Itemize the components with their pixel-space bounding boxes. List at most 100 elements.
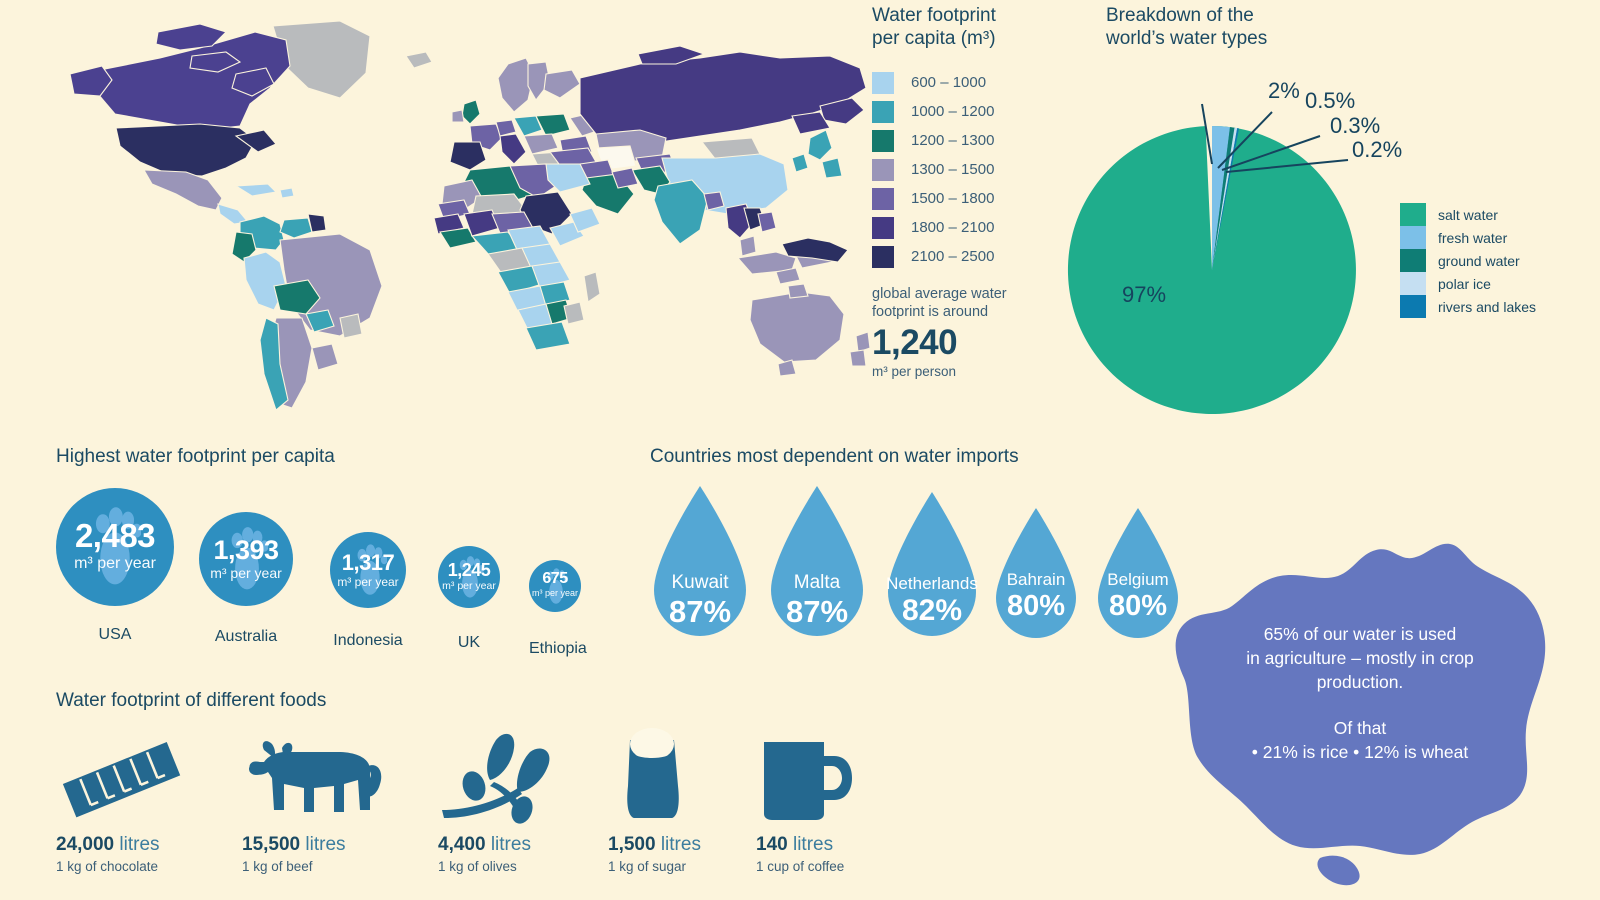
footprint-circles: 2,483 m³ per year USA [56,488,616,657]
legend-label: 1000 – 1200 [911,103,995,120]
legend-swatch-1800-2100 [872,216,894,239]
legend-swatch-600-1000 [872,71,894,94]
food-description: 1 kg of sugar [608,859,687,874]
pie-callout-0-3: 0.3% [1330,113,1381,138]
footprint-circle: 1,317 m³ per year [330,532,406,608]
pie-slice-polar-ice [1212,127,1238,271]
food-amount-row: 140 litres [756,834,926,856]
aus-line-5: • 21% is rice • 12% is wheat [1251,742,1469,762]
pie-chart-title: Breakdown of the world’s water types [1106,5,1268,49]
footprint-country: Ethiopia [529,640,587,657]
water-types-pie-chart: 97% [1062,120,1362,420]
global-average-value: 1,240 [872,323,958,362]
pie-legend-item: polar ice [1400,272,1536,295]
food-item-olives: 4,400 litres 1 kg of olives [438,730,618,874]
pie-legend-label: fresh water [1438,229,1508,246]
pie-swatch-salt-water [1400,203,1426,226]
map-legend: Water footprint per capita (m³) 600 – 10… [872,4,1082,379]
footprint-item-indonesia: 1,317 m³ per year Indonesia [330,532,406,650]
food-description: 1 kg of olives [438,859,517,874]
footprint-text: 2,483 m³ per year [56,518,174,573]
olive-branch-icon [442,733,550,824]
food-icon-wrap [242,730,422,826]
footprint-circle: 1,245 m³ per year [438,546,500,608]
footprint-icon [95,507,141,585]
map-legend-title: Water footprint per capita (m³) [872,5,996,49]
legend-label: 1300 – 1500 [911,161,995,178]
pie-swatch-rivers-and-lakes [1400,295,1426,318]
food-unit: litres [490,834,531,855]
pie-svg [1067,126,1356,414]
footprint-item-usa: 2,483 m³ per year USA [56,488,174,644]
droplet-value: 80% [1108,590,1168,622]
pie-legend-label: polar ice [1438,275,1491,292]
legend-label: 2100 – 2500 [911,248,995,265]
footprint-country: Indonesia [333,632,403,649]
legend-item: 1000 – 1200 [872,97,1082,126]
global-average-unit: m³ per person [872,364,957,379]
footprint-value: 1,317 [341,550,395,575]
footprint-text: 1,317 m³ per year [330,550,406,589]
legend-item: 1800 – 2100 [872,213,1082,242]
pie-slice-fresh-water [1212,126,1230,270]
food-item-coffee: 140 litres 1 cup of coffee [756,730,926,874]
pie-legend-item: fresh water [1400,226,1536,249]
legend-item: 1300 – 1500 [872,155,1082,184]
footprint-unit: m³ per year [531,588,578,598]
world-map [40,18,871,418]
legend-swatch-1500-1800 [872,187,894,210]
droplet-icon [654,486,746,636]
pie-legend-item: salt water [1400,203,1536,226]
food-amount-row: 15,500 litres [242,834,422,856]
food-item-sugar: 1,500 litres 1 kg of sugar [608,728,778,874]
food-item-beef: 15,500 litres 1 kg of beef [242,730,422,874]
food-item-chocolate: 24,000 litres 1 kg of chocolate [56,730,236,874]
legend-label: 600 – 1000 [911,74,987,91]
pie-legend-label: rivers and lakes [1438,298,1537,315]
chocolate-bar-icon [62,742,181,818]
food-amount: 4,400 [438,834,486,855]
legend-item: 1500 – 1800 [872,184,1082,213]
legend-swatch-1000-1200 [872,100,894,123]
aus-line-3: production. [1316,672,1404,692]
pie-label-97: 97% [1122,282,1167,307]
pie-callout-0-2: 0.2% [1352,137,1403,162]
footprint-text: 1,245 m³ per year [438,560,500,592]
droplet-country: Malta [793,572,841,593]
droplet-bahrain: Bahrain 80% [992,504,1080,644]
food-unit: litres [792,834,834,855]
world-map-svg [69,20,871,411]
food-amount: 15,500 [242,834,301,855]
droplet-value: 87% [668,594,732,629]
water-import-droplets: Kuwait 87% Malta 87% Netherlands 82% Bah… [650,482,1190,662]
footprints-section-title: Highest water footprint per capita [56,446,335,467]
droplet-kuwait: Kuwait 87% [650,482,750,642]
sugar-sack-icon [627,728,679,818]
legend-item: 600 – 1000 [872,68,1082,97]
footprint-unit: m³ per year [337,575,399,589]
pie-swatch-fresh-water [1400,226,1426,249]
footprint-unit: m³ per year [210,565,282,581]
footprint-value: 1,393 [213,535,279,565]
pie-legend-item: rivers and lakes [1400,295,1536,318]
food-amount-row: 1,500 litres [608,834,778,856]
pie-legend: salt water fresh water ground water pola… [1400,203,1536,318]
food-amount: 1,500 [608,834,656,855]
legend-item: 2100 – 2500 [872,242,1082,271]
droplet-icon [771,486,863,636]
footprint-icon [357,544,387,595]
droplet-icon [888,492,976,636]
legend-label: 1500 – 1800 [911,190,995,207]
footprint-item-uk: 1,245 m³ per year UK [438,546,500,652]
food-amount-row: 4,400 litres [438,834,618,856]
pie-callout-lines [1201,103,1349,173]
footprint-country: Australia [214,628,278,645]
legend-swatch-1300-1500 [872,158,894,181]
aus-line-2: in agriculture – mostly in crop [1246,648,1474,668]
aus-line-1: 65% of our water is used [1263,624,1457,644]
footprint-country: UK [457,634,481,651]
food-icon-wrap [756,730,926,826]
australia-agriculture-text: 65% of our water is used in agriculture … [1195,622,1525,764]
footprint-circle: 675 m³ per year [529,560,581,612]
